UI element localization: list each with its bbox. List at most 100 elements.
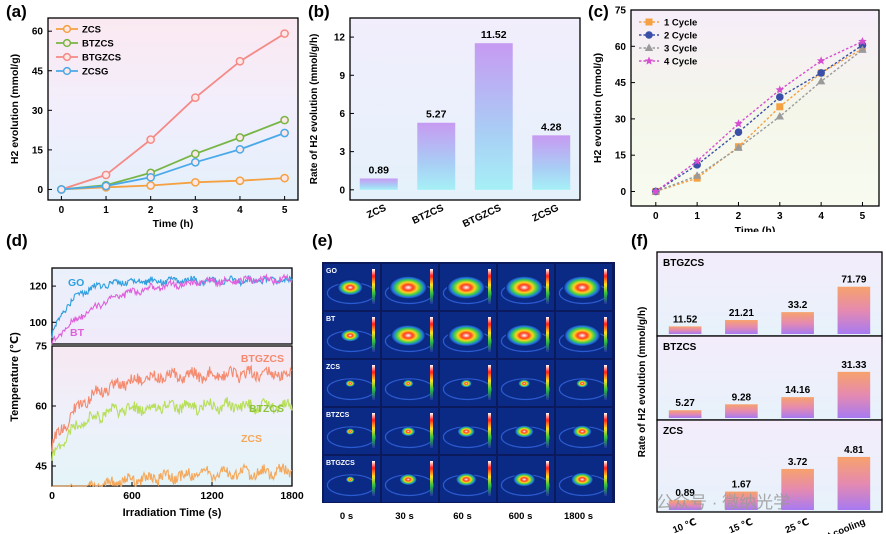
dish-outline: [326, 426, 376, 449]
x-tick-label: 0: [49, 490, 55, 502]
data-label: 5.27: [675, 398, 695, 409]
data-label: 4.28: [541, 121, 562, 133]
bar: [725, 320, 758, 334]
data-point: [57, 185, 66, 194]
chart-d: 100 120 45 60 75 0 600 1200 1800 Irradiation Time…: [9, 267, 304, 519]
series-line-ZCSG: [61, 132, 285, 191]
y-tick-label: 75: [35, 341, 47, 353]
hot-spot: [402, 379, 414, 388]
data-label: 9.28: [732, 392, 752, 403]
data-point: [816, 76, 826, 85]
y-tick-label: 0: [620, 187, 626, 198]
hot-spot: [345, 428, 355, 435]
color-scale-bar: [546, 461, 549, 496]
bar-ZCS: [359, 178, 398, 190]
legend-label: BTZCS: [82, 39, 114, 50]
legend-marker: [62, 24, 72, 34]
x-tick-label: 3: [193, 205, 199, 216]
panel-label-d: (d): [6, 231, 28, 250]
data-point: [146, 135, 156, 144]
x-tick-label: 2: [736, 211, 742, 222]
series-line-3 Cycle: [655, 49, 863, 193]
series-label: BTGZCS: [241, 353, 284, 365]
series-label: GO: [68, 277, 84, 289]
bar: [837, 286, 871, 334]
data-label: 0.89: [369, 164, 390, 176]
hot-spot: [505, 275, 544, 300]
legend-label: ZCS: [82, 25, 101, 36]
data-point: [280, 29, 289, 38]
series-label: ZCS: [241, 433, 262, 445]
color-scale-bar: [546, 365, 549, 400]
hot-spot: [572, 425, 592, 438]
hot-spot: [514, 425, 534, 438]
x-tick-label: 10 ℃: [671, 517, 698, 534]
panel-label-f: (f): [631, 231, 648, 250]
bar: [725, 491, 758, 510]
hot-spot: [401, 426, 416, 437]
hot-spot: [345, 476, 355, 483]
series-line-4 Cycle: [655, 40, 863, 193]
legend-label: ZCSG: [82, 67, 108, 78]
row-label: BTZCS: [326, 412, 350, 419]
legend-marker: [645, 31, 653, 39]
series-label: BTZCS: [249, 403, 284, 415]
dish-outline: [442, 378, 492, 401]
color-scale-bar: [430, 317, 433, 352]
data-point: [280, 173, 289, 183]
hot-spot: [345, 380, 356, 387]
y-tick-label: 45: [615, 78, 627, 89]
legend-marker: [644, 56, 654, 65]
color-scale-bar: [488, 269, 491, 304]
color-scale-bar: [488, 413, 491, 448]
data-point: [651, 187, 661, 196]
data-point: [190, 157, 200, 167]
x-tick-label: 0: [59, 205, 65, 216]
data-point: [776, 103, 784, 111]
data-point: [190, 177, 200, 187]
bar: [781, 397, 814, 418]
series-line-BTGZCS: [61, 32, 286, 191]
x-tick-label: 5: [860, 211, 866, 222]
chart-f: BTGZCS 11.52 21.21 33.2 71.79 BTZCS 5.27 9.28 14…: [637, 251, 883, 534]
hot-spot: [447, 324, 485, 347]
x-tick-label: 25 ℃: [784, 517, 811, 534]
data-label: 11.52: [481, 29, 507, 41]
x-tick-label: 1200: [200, 490, 224, 502]
color-scale-bar: [372, 413, 375, 448]
bar-BTZCS: [417, 122, 456, 190]
watermark: 公众号 · 微纳光学: [656, 493, 791, 512]
data-point: [235, 145, 245, 154]
y-tick-label: 15: [32, 145, 44, 156]
data-label: 5.27: [426, 109, 447, 121]
color-scale-bar: [430, 365, 433, 400]
panel-label-b: (b): [308, 2, 330, 21]
bar: [668, 326, 702, 334]
y-tick-label: 60: [615, 42, 627, 53]
hot-spot: [563, 324, 601, 347]
y-tick-label: 15: [615, 151, 627, 162]
y-tick-label: 0: [37, 185, 43, 196]
row-label: GO: [326, 268, 337, 275]
data-point: [280, 115, 289, 125]
x-axis-label: Time (h): [153, 218, 194, 230]
bar-BTGZCS: [474, 43, 513, 190]
color-scale-bar: [604, 365, 607, 400]
y-tick-label: 60: [35, 401, 47, 413]
color-scale-bar: [604, 461, 607, 496]
legend-label: 2 Cycle: [664, 31, 697, 42]
color-scale-bar: [604, 317, 607, 352]
bar-ZCSG: [532, 135, 571, 190]
legend-marker: [62, 38, 72, 48]
color-scale-bar: [546, 269, 549, 304]
bar: [781, 312, 814, 334]
hot-spot: [447, 275, 486, 300]
x-tick-label: 2: [148, 205, 154, 216]
color-scale-bar: [488, 365, 491, 400]
data-point: [101, 170, 111, 180]
hot-spot: [337, 279, 364, 296]
x-tick-label: 15 ℃: [727, 517, 754, 534]
panel-label-a: (a): [6, 2, 27, 21]
series-line-2 Cycle: [655, 44, 863, 193]
